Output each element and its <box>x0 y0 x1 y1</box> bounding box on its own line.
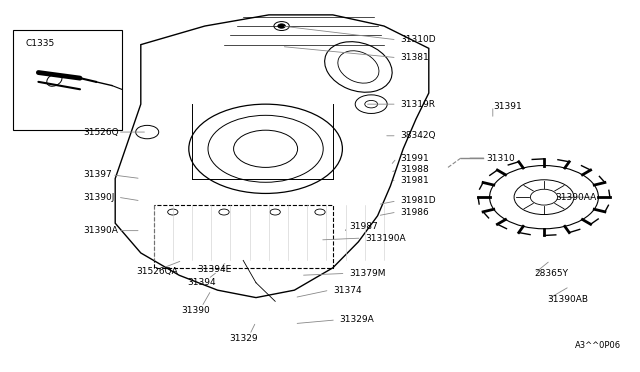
Circle shape <box>315 209 325 215</box>
Circle shape <box>168 209 178 215</box>
Text: 31526Q: 31526Q <box>83 128 119 137</box>
Circle shape <box>270 209 280 215</box>
Text: 31981: 31981 <box>400 176 429 185</box>
Circle shape <box>278 24 285 28</box>
Text: 31310D: 31310D <box>400 35 436 44</box>
Bar <box>13 30 122 130</box>
Text: 31374: 31374 <box>333 286 362 295</box>
Text: 31986: 31986 <box>400 208 429 217</box>
Text: A3^^0P06: A3^^0P06 <box>575 341 621 350</box>
Text: 31526QA: 31526QA <box>136 267 178 276</box>
Text: 31379M: 31379M <box>349 269 385 278</box>
Circle shape <box>274 22 289 31</box>
Text: 31981D: 31981D <box>400 196 436 205</box>
Text: 31394: 31394 <box>188 278 216 287</box>
Text: 31397: 31397 <box>83 170 112 179</box>
Text: 31391: 31391 <box>493 102 522 110</box>
Text: 31329A: 31329A <box>339 315 374 324</box>
Circle shape <box>219 209 229 215</box>
Text: 313190A: 313190A <box>365 234 405 243</box>
Text: 31991: 31991 <box>400 154 429 163</box>
Text: 31390J: 31390J <box>83 193 115 202</box>
Text: 31310: 31310 <box>486 154 515 163</box>
Text: 31394E: 31394E <box>197 265 232 274</box>
Text: 31390AB: 31390AB <box>547 295 588 304</box>
Text: 31390: 31390 <box>181 306 209 315</box>
Text: 31988: 31988 <box>400 165 429 174</box>
Text: 38342Q: 38342Q <box>400 131 435 140</box>
Text: 31390A: 31390A <box>83 226 118 235</box>
Text: 31390AA: 31390AA <box>556 193 596 202</box>
Text: 28365Y: 28365Y <box>534 269 568 278</box>
Text: 31319R: 31319R <box>400 100 435 109</box>
Text: 31987: 31987 <box>349 222 378 231</box>
Text: C1335: C1335 <box>26 39 55 48</box>
Text: 31381: 31381 <box>400 53 429 62</box>
Text: 31329: 31329 <box>229 334 257 343</box>
